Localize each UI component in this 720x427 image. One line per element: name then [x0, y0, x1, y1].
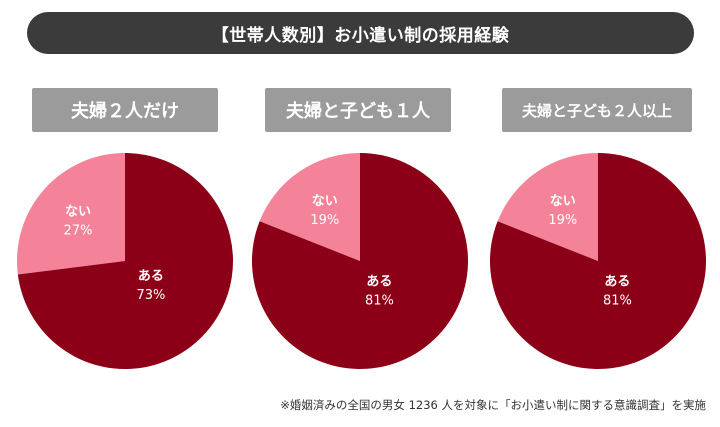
pie-value-two-plus-children-yes: 81% — [603, 294, 632, 309]
page-title: 【世帯人数別】お小遣い制の採用経験 — [27, 12, 694, 54]
pie-label-couple-only-yes: ある — [138, 269, 164, 284]
pie-slice-two-plus-children-yes — [490, 153, 706, 369]
group-label-two-plus-children: 夫婦と子ども２人以上 — [502, 88, 692, 132]
pie-slice-couple-only-no — [16, 153, 125, 275]
footnote: ※婚姻済みの全国の男女 1236 人を対象に「お小遣い制に関する意識調査」を実施 — [280, 398, 706, 412]
pie-slice-one-child-yes — [251, 153, 468, 369]
group-label-one-child: 夫婦と子ども１人 — [265, 88, 451, 132]
pie-label-two-plus-children-no: ない — [550, 194, 576, 209]
pie-slice-two-plus-children-no — [497, 153, 598, 261]
pie-value-one-child-no: 19% — [310, 213, 339, 228]
pie-label-one-child-no: ない — [312, 194, 338, 209]
pie-slice-one-child-no — [259, 153, 360, 261]
group-label-couple-only: 夫婦２人だけ — [32, 88, 218, 132]
pie-value-one-child-yes: 81% — [365, 294, 394, 309]
pie-label-two-plus-children-yes: ある — [604, 275, 630, 290]
pie-label-one-child-yes: ある — [366, 275, 392, 290]
pie-slice-couple-only-yes — [17, 153, 234, 369]
pie-value-two-plus-children-no: 19% — [548, 213, 577, 228]
pie-label-couple-only-no: ない — [65, 205, 91, 220]
pie-value-couple-only-yes: 73% — [136, 288, 165, 303]
pie-value-couple-only-no: 27% — [64, 224, 93, 239]
